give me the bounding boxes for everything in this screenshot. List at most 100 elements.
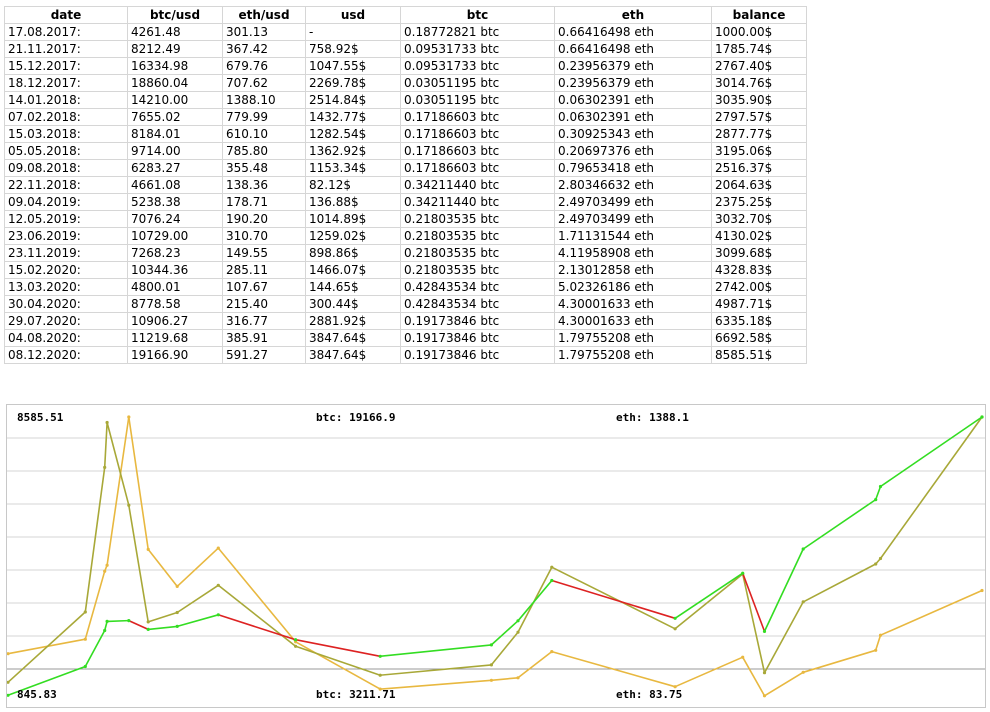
eth-line-point [878,633,883,637]
cell-usd: 1282.54$ [305,125,401,143]
eth-line-segment [802,649,877,674]
btc-line-point [7,680,10,684]
cell-usd: 2269.78$ [305,74,401,92]
table-row: 22.11.2018: 4661.08 138.36 82.12$ 0.34211440… [4,176,807,194]
eth-line-point [980,588,984,593]
balance-line-point [673,616,677,620]
cell-eth-usd: 316.77 [222,312,306,330]
balance-line-point [175,624,179,628]
eth-line-point [673,685,677,689]
cell-btc: 0.03051195 btc [400,91,555,109]
table-row: 13.03.2020: 4800.01 107.67 144.65$ 0.4284353… [4,278,807,296]
balance-line-segment [490,620,519,646]
table-row: 09.04.2019: 5238.38 178.71 136.88$ 0.3421144… [4,193,807,211]
cell-eth-usd: 301.13 [222,23,306,41]
cell-btc-usd: 10729.00 [127,227,223,245]
btc-line-segment [741,573,766,674]
btc-min-label: btc: 3211.71 [316,688,396,701]
cell-date: 23.11.2019: [4,244,128,262]
btc-line-segment [763,601,805,674]
cell-balance: 2375.25$ [711,193,807,211]
cell-eth-usd: 707.62 [222,74,306,92]
header-date: date [4,6,128,24]
balance-line-point [146,627,150,631]
eth-line-point [103,569,107,573]
table-row: 30.04.2020: 8778.58 215.40 300.44$ 0.4284353… [4,295,807,313]
cell-usd: 898.86$ [305,244,401,262]
btc-line-segment [879,416,983,560]
balance-line-segment [874,485,882,501]
cell-usd: 1432.77$ [305,108,401,126]
cell-btc-usd: 10344.36 [127,261,223,279]
cell-eth-usd: 610.10 [222,125,306,143]
cell-usd: 2514.84$ [305,91,401,109]
header-eth: eth [554,6,712,24]
eth-max-label: eth: 1388.1 [616,411,689,424]
cell-eth-usd: 385.91 [222,329,306,347]
eth-line-segment [550,650,676,688]
cell-eth-usd: 367.42 [222,40,306,58]
cell-btc-usd: 4261.48 [127,23,223,41]
cell-date: 17.08.2017: [4,23,128,41]
cell-date: 21.11.2017: [4,40,128,58]
table-row: 09.08.2018: 6283.27 355.48 1153.34$ 0.171866… [4,159,807,177]
table-row: 08.12.2020: 19166.90 591.27 3847.64$ 0.19173… [4,346,807,364]
header-usd: usd [305,6,401,24]
cell-btc: 0.19173846 btc [400,329,555,347]
cell-balance: 3099.68$ [711,244,807,262]
balance-line-segment [674,572,744,620]
btc-line-point [516,630,520,634]
table-row: 21.11.2017: 8212.49 367.42 758.92$ 0.0953173… [4,40,807,58]
cell-eth: 0.06302391 eth [554,91,712,109]
cell-eth-usd: 178.71 [222,193,306,211]
btc-line-segment [294,645,382,677]
cell-btc-usd: 10906.27 [127,312,223,330]
balance-line-point [7,693,10,697]
cell-btc-usd: 19166.90 [127,346,223,364]
eth-line-segment [879,589,983,636]
eth-line-point [550,650,554,654]
cell-btc: 0.21803535 btc [400,227,555,245]
cell-eth: 0.06302391 eth [554,108,712,126]
cell-eth-usd: 779.99 [222,108,306,126]
header-btc-usd: btc/usd [127,6,223,24]
cell-btc: 0.19173846 btc [400,346,555,364]
balance-line-point [378,654,382,658]
table-row: 15.02.2020: 10344.36 285.11 1466.07$ 0.21803… [4,261,807,279]
cell-btc: 0.21803535 btc [400,261,555,279]
cell-eth-usd: 1388.10 [222,91,306,109]
balance-line-segment [128,619,149,631]
eth-line-point [7,652,10,656]
btc-line-segment [84,466,106,613]
cell-date: 08.12.2020: [4,346,128,364]
table-body: 17.08.2017: 4261.48 301.13-0.18772821 btc 0… [4,23,807,364]
eth-line-segment [294,641,382,690]
btc-max-label: btc: 19166.9 [316,411,396,424]
cell-btc-usd: 18860.04 [127,74,223,92]
balance-line-point [980,415,984,419]
cell-date: 22.11.2018: [4,176,128,194]
cell-btc-usd: 7076.24 [127,210,223,228]
min-balance-label: 845.83 [17,688,57,701]
cell-eth: 4.30001633 eth [554,312,712,330]
cell-date: 18.12.2017: [4,74,128,92]
trades-table: date btc/usd eth/usd usd btc eth balance… [4,6,807,364]
cell-eth-usd: 138.36 [222,176,306,194]
cell-btc: 0.21803535 btc [400,244,555,262]
cell-btc-usd: 7655.02 [127,108,223,126]
cell-eth: 0.23956379 eth [554,57,712,75]
balance-line-point [878,484,883,489]
cell-btc: 0.03051195 btc [400,74,555,92]
cell-eth: 1.79755208 eth [554,329,712,347]
cell-btc-usd: 4661.08 [127,176,223,194]
balance-line-point [294,638,298,642]
btc-line-segment [128,504,149,623]
cell-date: 07.02.2018: [4,108,128,126]
eth-line-point [105,563,109,567]
cell-usd: 1259.02$ [305,227,401,245]
table-row: 15.03.2018: 8184.01 610.10 1282.54$ 0.171866… [4,125,807,143]
cell-date: 15.03.2018: [4,125,128,143]
eth-line-point [801,670,805,674]
btc-line-point [878,556,883,561]
cell-balance: 2064.63$ [711,176,807,194]
